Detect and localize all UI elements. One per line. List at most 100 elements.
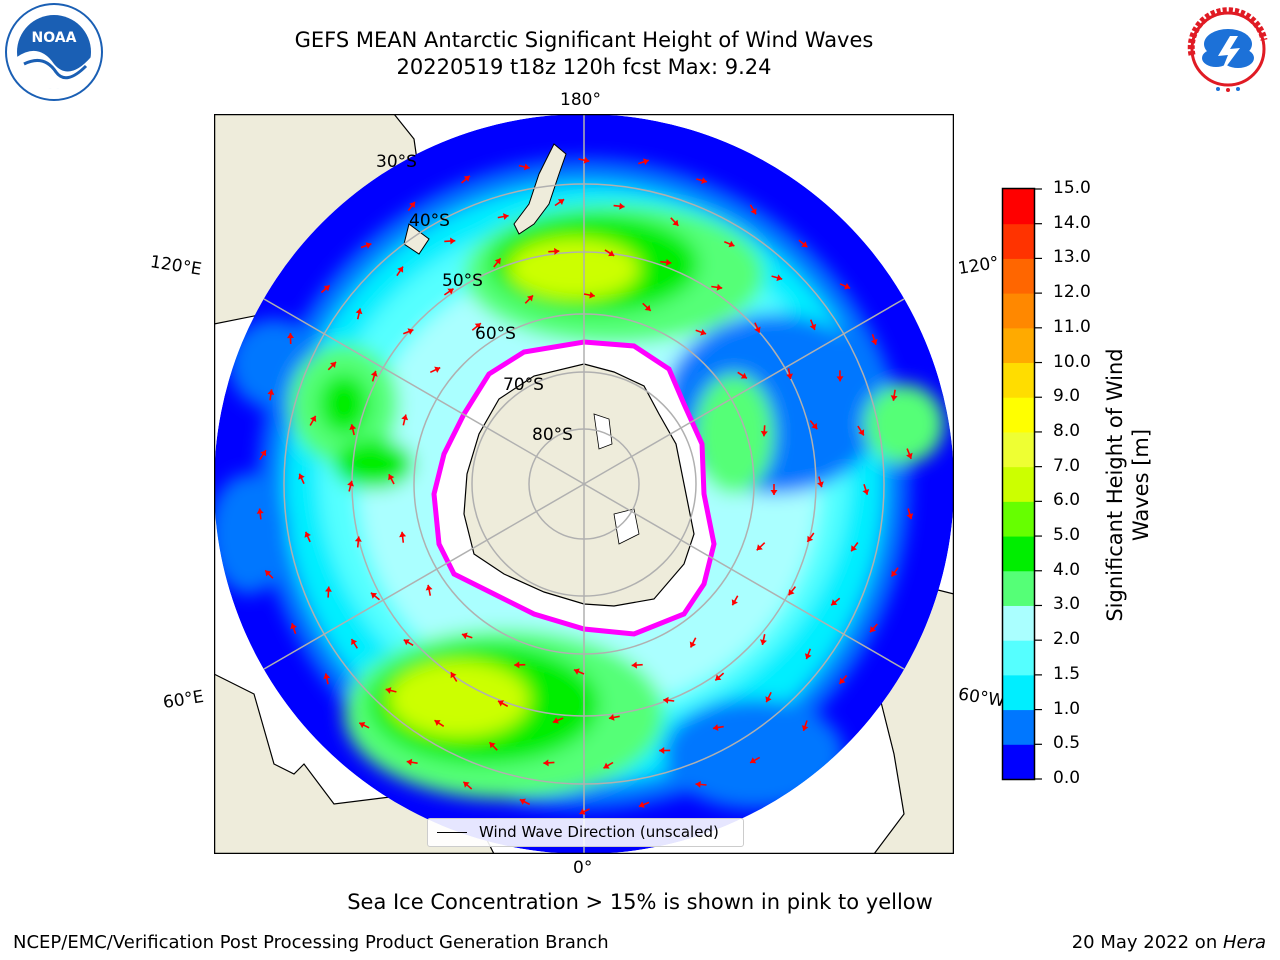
wave-direction-arrowhead: [489, 742, 496, 749]
footer-machine: Hera: [1222, 932, 1266, 953]
wave-direction-arrowhead: [643, 158, 649, 166]
wave-direction-arrowhead: [716, 283, 723, 291]
wave-direction-arrowhead: [519, 798, 526, 805]
wave-direction-arrowhead: [807, 535, 814, 542]
chart-subtitle: 20220519 t18z 120h fcst Max: 9.24: [396, 55, 772, 79]
wave-direction-arrowhead: [406, 758, 413, 766]
wave-direction-arrowhead: [287, 333, 294, 339]
footer-date: 20 May 2022 on Hera: [1072, 932, 1266, 953]
wave-direction-arrowhead: [403, 639, 410, 646]
wave-direction-arrowhead: [750, 208, 757, 215]
colorbar-segment: [1003, 327, 1034, 364]
wave-direction-arrowhead: [290, 623, 297, 630]
wave-direction-arrowhead: [906, 452, 913, 459]
wave-direction-arrowhead: [310, 415, 317, 422]
wave-direction-arrowhead: [354, 536, 362, 542]
sea-ice-note: Sea Ice Concentration > 15% is shown in …: [347, 890, 933, 914]
wave-direction-arrowhead: [325, 586, 332, 592]
wave-direction-arrowhead: [401, 414, 409, 421]
colorbar-tick-label: 0.5: [1053, 733, 1081, 754]
lat-label-70s: 70°S: [503, 375, 544, 395]
wave-direction-arrowhead: [804, 653, 812, 660]
wave-direction-arrowhead: [715, 674, 722, 681]
wave-direction-arrowhead: [399, 531, 407, 538]
wave-direction-arrowhead: [786, 373, 793, 380]
wave-direction-arrowhead: [788, 589, 795, 596]
colorbar-tick-label: 0.0: [1053, 768, 1081, 788]
wave-direction-arrowhead: [811, 423, 818, 430]
wave-direction-arrowhead: [304, 531, 311, 538]
colorbar-segment: [1003, 501, 1034, 537]
footer-date-text: 20 May 2022 on: [1071, 932, 1223, 953]
wave-direction-arrowhead: [765, 696, 772, 703]
map-panel: 30°S 40°S 50°S 60°S 70°S 80°S Wind Wave …: [214, 114, 954, 854]
colorbar-tick-label: 8.0: [1053, 420, 1081, 441]
colorbar-tick-label: 6.0: [1053, 490, 1081, 511]
colorbar-tick-label: 3.0: [1053, 594, 1081, 615]
wave-direction-arrowhead: [385, 687, 392, 694]
nws-logo: [1181, 2, 1275, 96]
colorbar-segment: [1003, 744, 1034, 780]
tasmania: [403, 223, 430, 255]
wave-direction-arrowhead: [851, 545, 857, 552]
wave-direction-arrowhead: [494, 258, 501, 265]
lon-label-60e: 60°E: [161, 686, 206, 714]
colorbar-segment: [1003, 397, 1034, 433]
wave-direction-arrowhead: [450, 237, 456, 245]
wave-direction-arrowhead: [871, 338, 878, 345]
wave-direction-arrowhead: [608, 250, 615, 257]
noaa-logo-text: NOAA: [32, 30, 77, 46]
wave-direction-arrowhead: [906, 513, 914, 520]
colorbar-segment: [1003, 258, 1034, 294]
wave-direction-arrowhead: [330, 361, 336, 368]
colorbar-segment: [1003, 431, 1034, 468]
lon-label-120w: 120°: [956, 252, 1001, 280]
wave-direction-arrowhead: [583, 156, 590, 164]
wave-direction-arrowhead: [256, 508, 264, 514]
colorbar-tick-label: 1.0: [1053, 698, 1081, 719]
wave-direction-arrowhead: [267, 389, 275, 395]
wave-direction-arrowhead: [503, 213, 509, 220]
wave-direction-arrowhead: [836, 376, 844, 382]
wave-direction-arrowhead: [573, 668, 580, 675]
colorbar-tick-label: 2.0: [1053, 629, 1081, 650]
polar-map: [214, 114, 954, 854]
antarctica: [463, 363, 695, 607]
wave-direction-arrowhead: [644, 304, 651, 311]
wave-direction-arrowhead: [447, 288, 454, 295]
lon-label-60w: 60°W: [956, 684, 1007, 712]
ross-ice-shelf: [593, 413, 613, 450]
wave-direction-arrowhead: [461, 632, 468, 640]
wave-direction-arrowhead: [474, 323, 481, 330]
colorbar-tick-label: 12.0: [1053, 282, 1091, 303]
wave-direction-arrowhead: [349, 424, 357, 430]
wave-direction-arrowhead: [524, 163, 530, 171]
wave-direction-arrowhead: [463, 175, 470, 182]
wave-direction-arrowhead: [659, 747, 665, 754]
wave-direction-arrowhead: [631, 661, 637, 669]
wave-direction-arrowhead: [579, 808, 586, 815]
wave-direction-arrowhead: [672, 219, 679, 226]
wave-direction-arrowhead: [498, 700, 504, 707]
wave-direction-arrowhead: [450, 672, 457, 679]
wave-direction-arrowhead: [891, 570, 898, 577]
wave-direction-arrowhead: [760, 431, 768, 437]
wave-direction-arrowhead: [700, 329, 707, 336]
wave-direction-arrowhead: [347, 480, 354, 487]
wave-direction-arrowhead: [817, 481, 824, 488]
wave-direction-arrowhead: [323, 285, 330, 292]
wave-direction-arrowhead: [260, 450, 267, 457]
colorbar-tick-label: 10.0: [1053, 351, 1091, 372]
wave-direction-arrowhead: [728, 240, 735, 248]
wave-direction-arrowhead: [552, 717, 559, 724]
colorbar-segment: [1003, 536, 1034, 572]
wave-direction-arrowhead: [554, 247, 560, 255]
colorbar-tick-label: 1.5: [1053, 663, 1081, 684]
wave-direction-arrowhead: [695, 781, 701, 788]
wave-direction-arrowhead: [870, 626, 876, 633]
colorbar-tick-label: 14.0: [1053, 212, 1091, 233]
wave-direction-arrowhead: [776, 274, 783, 282]
wave-direction-arrowhead: [701, 177, 707, 184]
colorbar-tick-label: 7.0: [1053, 455, 1081, 476]
wave-direction-arrowhead: [323, 673, 331, 679]
